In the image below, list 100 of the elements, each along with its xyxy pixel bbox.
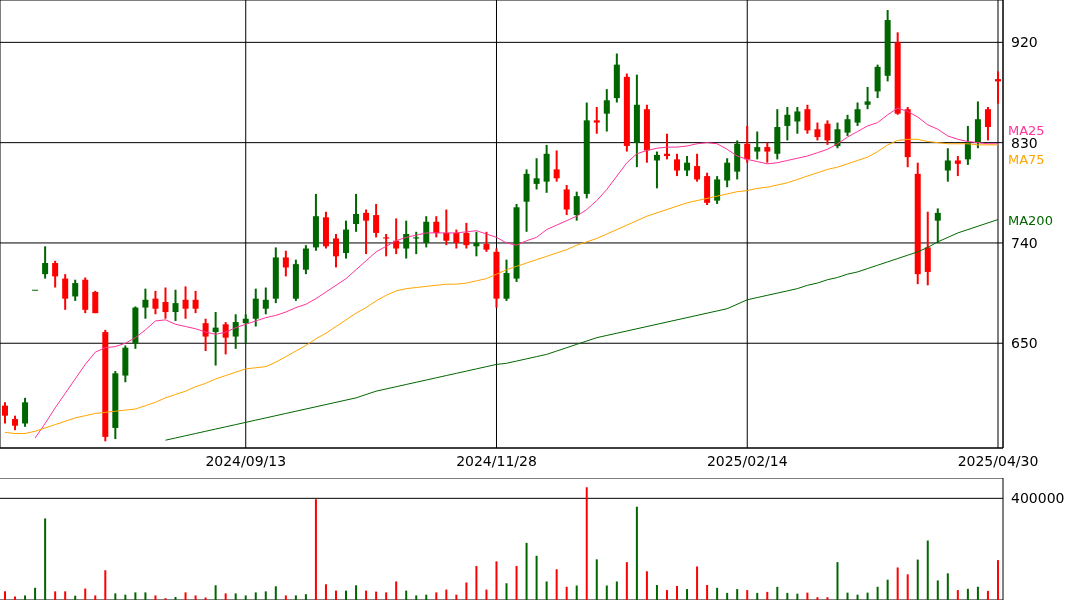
candlestick [663,132,670,161]
bar [144,592,147,600]
candlestick [844,113,851,137]
candlestick [483,230,490,253]
x-tick-label: 2024/09/13 [205,452,287,469]
bar [264,591,267,600]
bar [385,592,388,600]
bar [665,590,668,600]
candlestick [353,192,360,233]
candlestick [553,149,560,183]
bar [244,595,247,600]
candlestick [363,208,370,256]
candlestick [202,317,209,353]
candlestick [332,233,339,269]
bar [114,593,117,600]
candlestick [282,249,289,278]
x-tick-label: 2024/11/28 [456,452,537,469]
bar [64,591,67,600]
candlestick [954,155,961,178]
bar [876,586,879,600]
bar [625,562,628,600]
bar [595,559,598,600]
bar [916,559,919,600]
bar [34,587,37,600]
candlestick [2,401,8,425]
bar [786,592,789,600]
bar [4,591,6,600]
bar [204,597,207,600]
bar [756,592,759,600]
bar [94,595,97,600]
bar [525,542,528,600]
bar [214,585,217,600]
bar [455,594,458,600]
bar [726,592,729,600]
bar [836,562,839,600]
bar [124,594,127,600]
bar [284,595,287,600]
bar [324,584,327,600]
candlestick [804,103,811,135]
candlestick [984,105,991,142]
bar [495,561,498,600]
bar [24,595,27,600]
bar [676,586,679,600]
bar [415,595,418,600]
candlestick [393,217,400,256]
bar [14,596,17,600]
bar [736,589,739,600]
bar [234,593,237,600]
candlestick [222,321,229,356]
candlestick [302,244,309,276]
candlestick [463,221,470,250]
bar [314,499,317,600]
candlestick [152,289,159,316]
candlestick [794,105,801,135]
series-label: MA75 [1007,151,1045,167]
candlestick [232,313,239,350]
bar [104,570,107,600]
bar [555,569,558,600]
candlestick [192,289,199,315]
candlestick [563,184,570,217]
candlestick [684,155,691,178]
candlestick [994,70,1001,105]
candlestick [453,228,460,250]
bar [575,585,578,600]
bar [946,573,949,600]
candlestick [142,287,149,320]
candlestick [262,286,269,316]
candlestick [403,219,410,260]
bar [796,593,799,600]
bar [686,589,689,600]
bar [485,589,488,600]
x-tick-label: 2025/04/30 [957,452,1039,469]
candlestick [533,157,540,191]
bar [846,592,849,600]
candlestick [714,175,721,205]
bar [184,592,187,600]
bar [475,565,478,600]
bar [816,597,819,600]
bar [986,590,989,600]
candlestick [373,202,380,239]
candlestick [172,288,179,322]
candlestick [72,278,79,302]
series-label: MA200 [1007,212,1053,228]
bar [766,591,769,600]
candlestick [182,285,189,320]
bar [154,595,157,600]
bar [706,585,709,600]
candlestick [343,219,350,260]
bar [194,595,197,600]
bar [866,592,869,600]
y-tick-label: 920 [1011,34,1038,51]
y-tick-label: 740 [1011,234,1038,251]
candlestick [854,101,861,127]
bar [54,591,57,600]
candlestick [824,119,831,146]
bar [655,585,658,600]
bar [274,586,277,600]
bar [826,597,829,600]
bar [746,590,749,600]
candlestick [674,152,681,178]
